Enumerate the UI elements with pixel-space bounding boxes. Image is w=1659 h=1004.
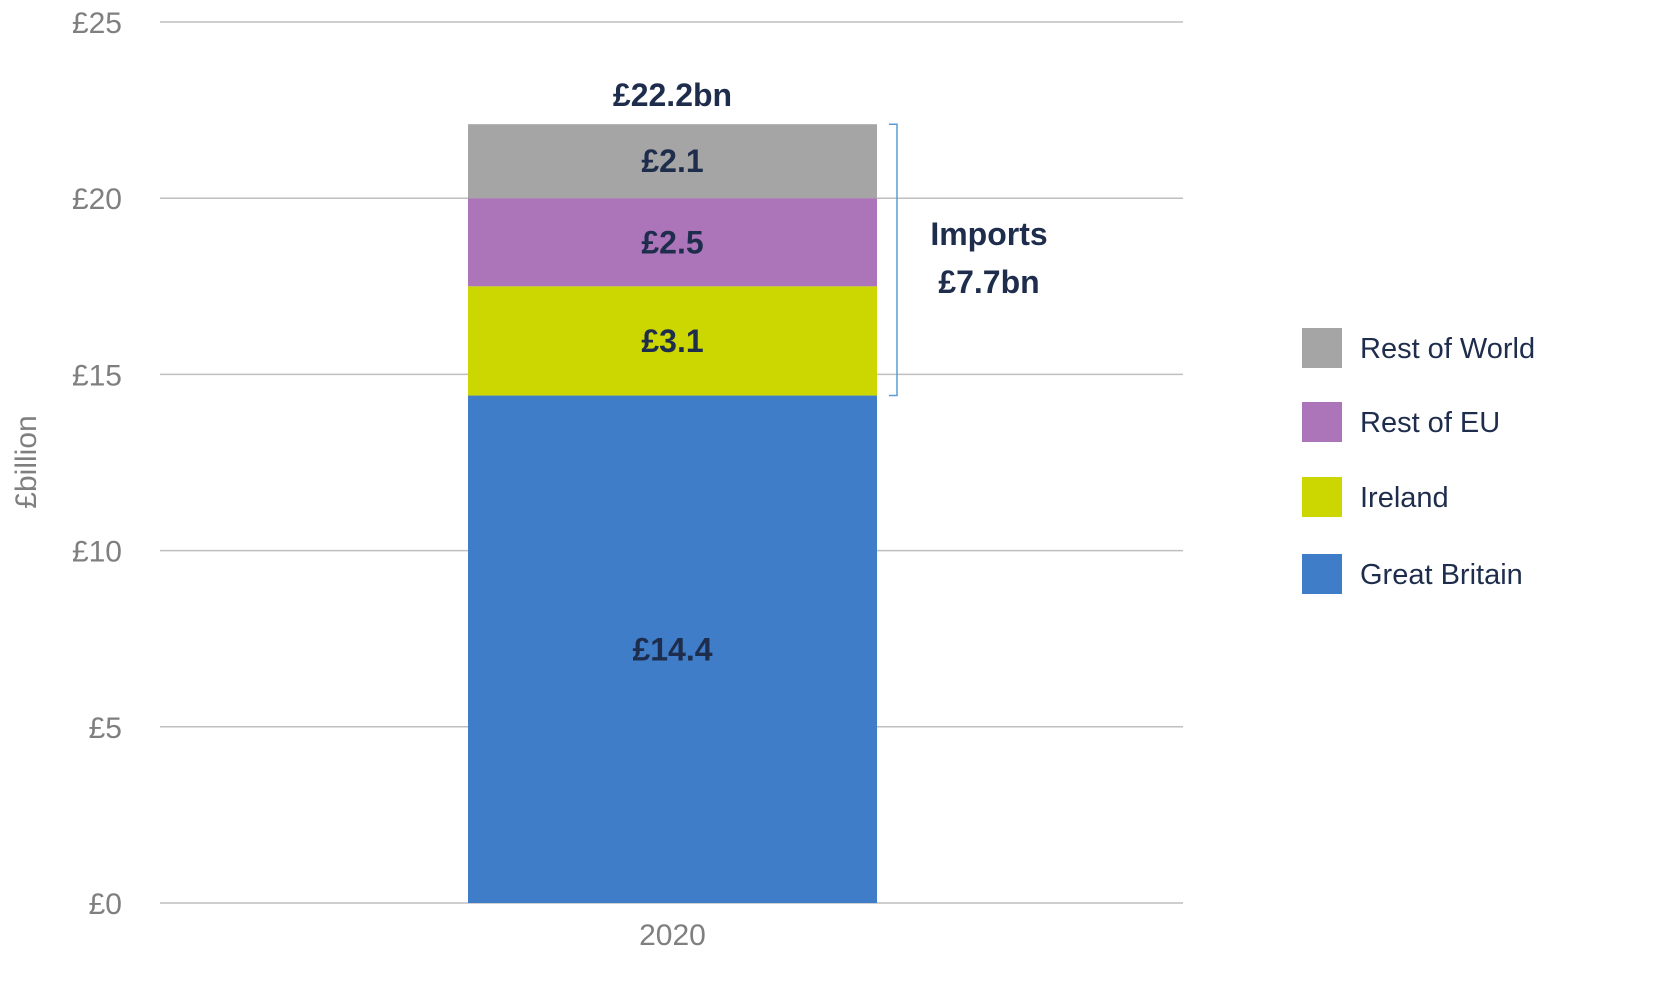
imports-bracket	[889, 123, 898, 397]
bar-segment-ireland	[468, 286, 877, 396]
legend-swatch	[1302, 402, 1342, 442]
data-label: £3.1	[641, 323, 703, 359]
y-tick-label: £25	[72, 7, 122, 40]
data-label: £14.4	[632, 631, 712, 667]
bar-segment-great-britain	[468, 395, 877, 903]
legend-label: Rest of EU	[1360, 407, 1500, 439]
y-axis-ticks: £0 £5 £10 £15 £20 £25	[72, 7, 122, 921]
y-tick-label: £20	[72, 183, 122, 216]
legend-swatch	[1302, 328, 1342, 368]
y-axis-title: £billion	[10, 415, 43, 508]
legend-label: Great Britain	[1360, 559, 1523, 591]
legend-swatch	[1302, 477, 1342, 517]
legend-item-rest-of-eu: Rest of EU	[1302, 402, 1500, 442]
legend-swatch	[1302, 554, 1342, 594]
legend-item-great-britain: Great Britain	[1302, 554, 1523, 594]
legend: Rest of World Rest of EU Ireland Great Brit…	[1302, 328, 1535, 594]
x-tick-label: 2020	[639, 919, 706, 952]
y-tick-label: £5	[89, 712, 122, 745]
total-label: £22.2bn	[613, 77, 732, 113]
bar-segment-rest-of-world	[468, 124, 877, 199]
y-tick-label: £15	[72, 359, 122, 392]
legend-item-ireland: Ireland	[1302, 477, 1449, 517]
imports-annotation-title: Imports	[930, 216, 1047, 252]
x-axis-ticks: 2020	[639, 919, 706, 952]
legend-label: Ireland	[1360, 482, 1449, 514]
legend-label: Rest of World	[1360, 333, 1535, 365]
imports-annotation-value: £7.7bn	[938, 264, 1039, 300]
y-tick-label: £10	[72, 536, 122, 569]
y-tick-label: £0	[89, 888, 122, 921]
data-label: £2.1	[641, 143, 703, 179]
bar-segment-rest-of-eu	[468, 198, 877, 287]
segment-labels: £14.4 £3.1 £2.5 £2.1	[632, 143, 712, 667]
legend-item-rest-of-world: Rest of World	[1302, 328, 1535, 368]
bars	[468, 124, 877, 903]
data-label: £2.5	[641, 224, 703, 260]
